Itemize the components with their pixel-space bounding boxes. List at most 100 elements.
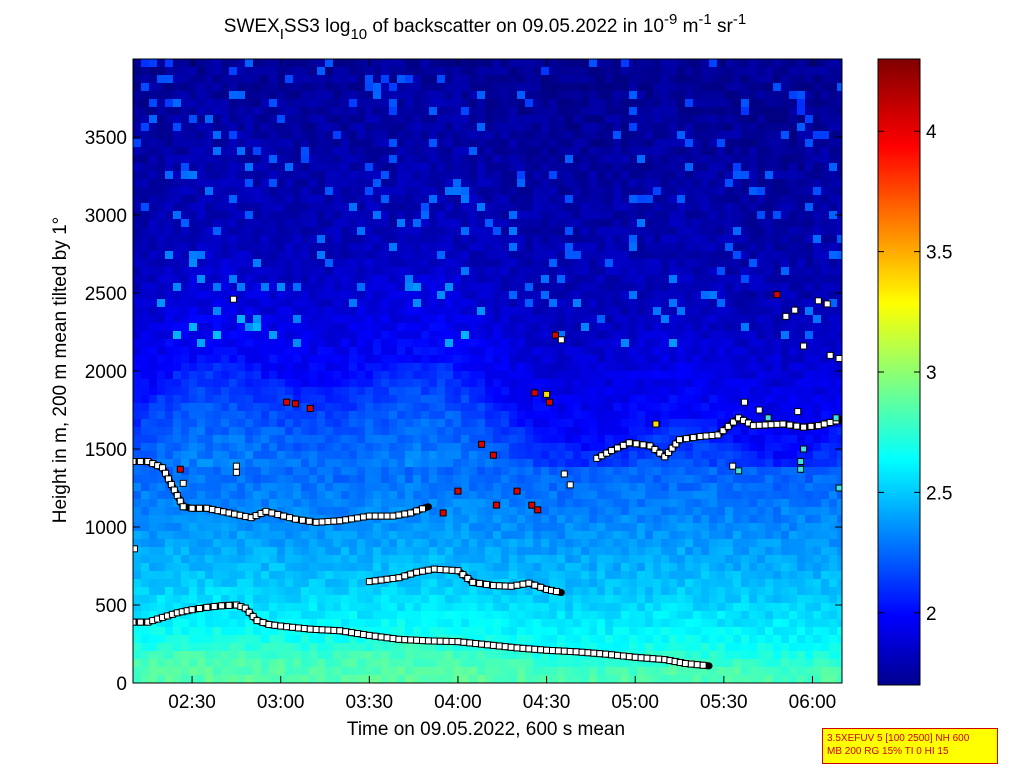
heatmap-cell xyxy=(389,259,398,268)
heatmap-cell xyxy=(557,83,566,92)
heatmap-cell xyxy=(189,163,198,172)
heatmap-cell xyxy=(221,283,230,292)
heatmap-cell xyxy=(237,147,246,156)
heatmap-cell xyxy=(541,123,550,132)
heatmap-cell xyxy=(317,331,326,340)
heatmap-cell xyxy=(253,291,262,300)
heatmap-cell xyxy=(165,635,174,644)
heatmap-cell xyxy=(365,139,374,148)
heatmap-cell xyxy=(421,627,430,636)
heatmap-cell xyxy=(253,579,262,588)
heatmap-cell xyxy=(509,299,518,308)
heatmap-cell xyxy=(565,571,574,580)
heatmap-cell xyxy=(205,555,214,564)
heatmap-cell xyxy=(549,371,558,380)
heatmap-cell xyxy=(485,315,494,324)
heatmap-cell xyxy=(533,451,542,460)
heatmap-cell xyxy=(557,259,566,268)
heatmap-cell xyxy=(317,643,326,652)
heatmap-cell xyxy=(317,651,326,660)
heatmap-cell xyxy=(301,99,310,108)
heatmap-cell xyxy=(637,131,646,140)
heatmap-cell xyxy=(253,83,262,92)
heatmap-cell xyxy=(165,107,174,116)
heatmap-cell xyxy=(453,259,462,268)
heatmap-cell xyxy=(589,139,598,148)
heatmap-cell xyxy=(149,595,158,604)
heatmap-cell xyxy=(597,555,606,564)
heatmap-cell xyxy=(253,331,262,340)
heatmap-cell xyxy=(253,139,262,148)
heatmap-cell xyxy=(549,163,558,172)
heatmap-cell xyxy=(469,251,478,260)
heatmap-cell xyxy=(469,83,478,92)
heatmap-cell xyxy=(613,59,622,68)
heatmap-cell xyxy=(637,107,646,116)
heatmap-cell xyxy=(133,187,142,196)
heatmap-cell xyxy=(573,579,582,588)
heatmap-cell xyxy=(205,547,214,556)
heatmap-cell xyxy=(605,403,614,412)
heatmap-cell xyxy=(549,123,558,132)
heatmap-cell xyxy=(485,371,494,380)
heatmap-cell xyxy=(613,307,622,316)
heatmap-cell xyxy=(237,195,246,204)
heatmap-cell xyxy=(293,99,302,108)
heatmap-cell xyxy=(429,411,438,420)
heatmap-cell xyxy=(381,67,390,76)
heatmap-cell xyxy=(509,515,518,524)
heatmap-cell xyxy=(461,75,470,84)
heatmap-cell xyxy=(621,75,630,84)
heatmap-cell xyxy=(613,195,622,204)
heatmap-cell xyxy=(589,627,598,636)
heatmap-cell xyxy=(157,123,166,132)
heatmap-cell xyxy=(637,355,646,364)
heatmap-cell xyxy=(301,395,310,404)
heatmap-cell xyxy=(613,451,622,460)
heatmap-cell xyxy=(589,363,598,372)
heatmap-cell xyxy=(421,315,430,324)
heatmap-cell xyxy=(237,171,246,180)
heatmap-cell xyxy=(437,211,446,220)
heatmap-cell xyxy=(333,299,342,308)
heatmap-cell xyxy=(413,75,422,84)
heatmap-cell xyxy=(549,363,558,372)
heatmap-cell xyxy=(525,83,534,92)
heatmap-cell xyxy=(581,419,590,428)
heatmap-cell xyxy=(261,579,270,588)
heatmap-cell xyxy=(317,155,326,164)
heatmap-cell xyxy=(573,267,582,276)
heatmap-cell xyxy=(381,211,390,220)
heatmap-cell xyxy=(133,571,142,580)
heatmap-cell xyxy=(597,547,606,556)
heatmap-cell xyxy=(581,259,590,268)
heatmap-cell xyxy=(365,587,374,596)
heatmap-cell xyxy=(277,379,286,388)
heatmap-cell xyxy=(141,195,150,204)
heatmap-cell xyxy=(525,211,534,220)
heatmap-cell xyxy=(269,243,278,252)
heatmap-cell xyxy=(173,667,182,676)
heatmap-cell xyxy=(133,299,142,308)
heatmap-cell xyxy=(445,579,454,588)
heatmap-cell xyxy=(157,195,166,204)
heatmap-cell xyxy=(597,307,606,316)
heatmap-cell xyxy=(381,363,390,372)
heatmap-cell xyxy=(485,659,494,668)
heatmap-cell xyxy=(365,107,374,116)
heatmap-cell xyxy=(325,195,334,204)
heatmap-cell xyxy=(613,275,622,284)
heatmap-cell xyxy=(341,347,350,356)
heatmap-cell xyxy=(365,491,374,500)
heatmap-cell xyxy=(157,451,166,460)
heatmap-cell xyxy=(397,363,406,372)
heatmap-cell xyxy=(413,451,422,460)
heatmap-cell xyxy=(565,651,574,660)
heatmap-cell xyxy=(461,651,470,660)
heatmap-cell xyxy=(189,211,198,220)
heatmap-cell xyxy=(261,59,270,68)
heatmap-cell xyxy=(245,315,254,324)
heatmap-cell xyxy=(381,83,390,92)
heatmap-cell xyxy=(349,483,358,492)
heatmap-cell xyxy=(317,435,326,444)
